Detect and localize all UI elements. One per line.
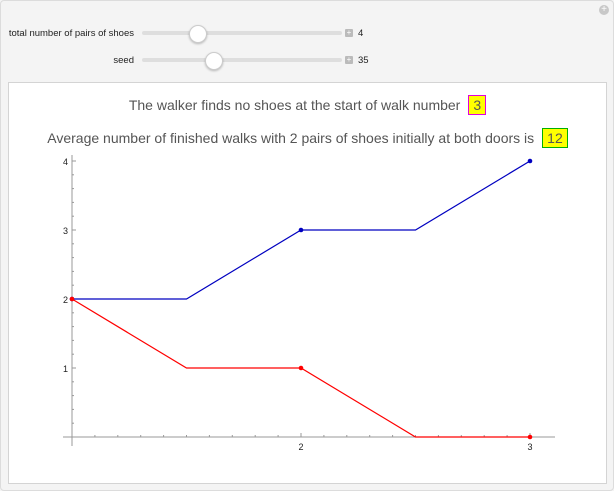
seed-slider[interactable] <box>142 58 342 62</box>
seed-label: seed <box>113 55 134 66</box>
y-tick-label: 2 <box>63 295 68 305</box>
series-point-1 <box>69 296 75 302</box>
walk-number-value: 3 <box>468 95 487 115</box>
options-plus-icon[interactable]: + <box>599 5 609 15</box>
seed-slider-thumb[interactable] <box>205 52 223 70</box>
seed-value: 35 <box>358 55 369 66</box>
pairs-value: 4 <box>358 28 364 39</box>
pairs-label: total number of pairs of shoes <box>8 28 134 39</box>
x-tick-label: 2 <box>298 442 303 452</box>
pairs-expand-icon[interactable]: + <box>345 28 353 37</box>
average-text: Average number of finished walks with 2 … <box>47 130 535 146</box>
average-value: 12 <box>542 128 568 148</box>
series-point-0 <box>298 227 304 233</box>
y-tick-label: 1 <box>63 364 68 374</box>
y-tick-label: 4 <box>63 157 68 167</box>
walk-number-text: The walker finds no shoes at the start o… <box>128 97 461 113</box>
series-point-0 <box>527 158 533 164</box>
output-panel: The walker finds no shoes at the start o… <box>8 82 607 484</box>
pairs-slider[interactable] <box>142 31 342 35</box>
x-tick-label: 3 <box>527 442 532 452</box>
average-line: Average number of finished walks with 2 … <box>9 128 606 148</box>
pairs-slider-thumb[interactable] <box>189 25 207 43</box>
series-point-1 <box>298 365 304 371</box>
seed-expand-icon[interactable]: + <box>345 55 353 64</box>
y-tick-label: 3 <box>63 226 68 236</box>
walk-number-line: The walker finds no shoes at the start o… <box>9 95 606 115</box>
series-point-1 <box>527 434 533 440</box>
